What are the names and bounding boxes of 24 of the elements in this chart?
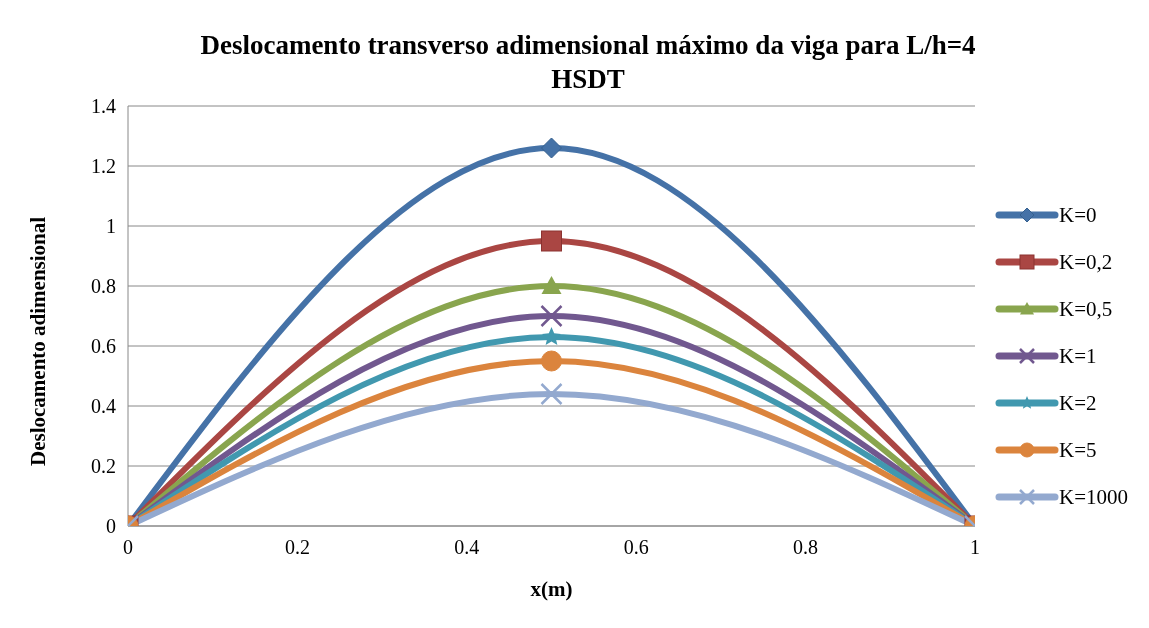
- legend-label: K=5: [1058, 437, 1097, 463]
- legend-label: K=0: [1058, 202, 1097, 228]
- y-tick-label: 0: [106, 515, 116, 538]
- x-axis-title: x(m): [530, 577, 573, 601]
- y-tick-label: 1.2: [91, 155, 116, 178]
- legend-label: K=1: [1058, 343, 1097, 369]
- x-tick-label: 0.2: [284, 536, 310, 559]
- chart-title: Deslocamento transverso adimensional máximo da viga para L/h=4 HSDT: [199, 29, 977, 96]
- legend-label: K=2: [1058, 390, 1097, 416]
- y-tick-label: 0.6: [91, 335, 116, 358]
- x-tick-label: 0.8: [793, 536, 819, 559]
- y-tick-label: 0.8: [91, 275, 116, 298]
- y-tick-label: 0.4: [91, 395, 116, 418]
- x-tick-label: 0.4: [454, 536, 480, 559]
- x-tick-label: 0: [123, 536, 133, 559]
- y-tick-label: 0.2: [91, 455, 116, 478]
- x-tick-label: 1: [969, 536, 980, 559]
- x-tick-label: 0.6: [623, 536, 649, 559]
- legend-label: K=0,2: [1058, 249, 1113, 275]
- y-tick-label: 1.4: [91, 95, 116, 118]
- legend-label: K=1000: [1058, 484, 1128, 510]
- y-tick-label: 1: [106, 215, 116, 238]
- legend-label: K=0,5: [1058, 296, 1113, 322]
- y-axis-title: Deslocamento adimensional: [26, 216, 51, 466]
